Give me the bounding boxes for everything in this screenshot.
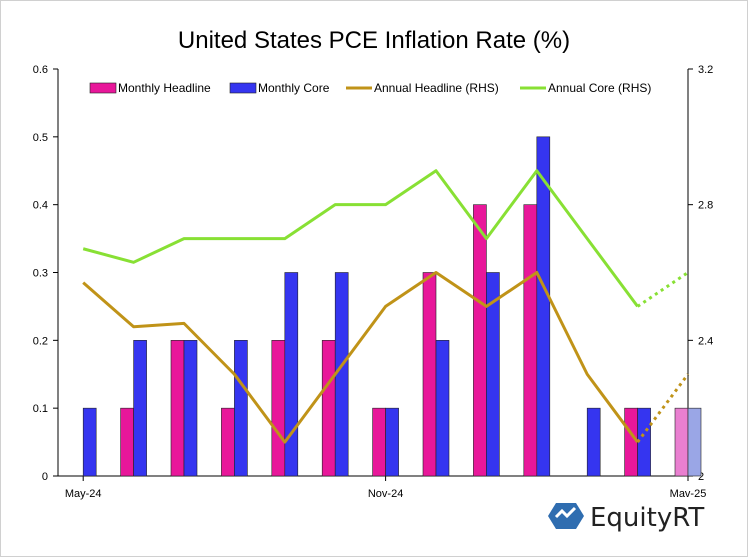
monthly-core-bar	[637, 407, 651, 477]
legend-label-annual-core-rhs: Annual Core (RHS)	[548, 81, 651, 95]
monthly-core-bar	[234, 340, 248, 477]
monthly-headline-bar	[422, 272, 437, 477]
monthly-core-bar	[687, 407, 702, 477]
chart-lines	[82, 169, 690, 444]
monthly-core-bar	[435, 340, 450, 477]
left-tick-label: 0.1	[33, 403, 48, 415]
monthly-core-bar	[82, 407, 97, 477]
annual-core-rhs-forecast-line	[636, 271, 689, 308]
legend-label-monthly-headline: Monthly Headline	[118, 81, 211, 95]
legend-label-monthly-core: Monthly Core	[258, 81, 330, 95]
monthly-core-bar	[284, 272, 299, 477]
legend-swatch-monthly-core	[229, 82, 257, 94]
monthly-headline-bar	[221, 407, 235, 477]
annual-core-rhs-line	[82, 169, 639, 308]
monthly-headline-bar	[120, 407, 134, 477]
monthly-core-bar	[536, 136, 551, 477]
right-tick-label: 2	[698, 471, 704, 483]
monthly-core-bar	[183, 340, 198, 477]
brand-name: EquityRT	[590, 503, 704, 533]
x-tick-label: Mav-25	[670, 488, 707, 500]
brand-logo: EquityRT	[548, 503, 704, 533]
monthly-core-bar	[133, 340, 147, 477]
monthly-headline-bar	[624, 407, 638, 477]
chart-title: United States PCE Inflation Rate (%)	[178, 27, 570, 54]
equityrt-logo-icon	[548, 503, 584, 529]
monthly-core-bar	[334, 272, 349, 477]
monthly-headline-bar	[473, 204, 487, 477]
left-tick-label: 0.6	[33, 64, 48, 76]
monthly-core-bar	[486, 272, 500, 477]
right-tick-label: 2.8	[698, 200, 713, 212]
chart-bars	[82, 136, 702, 477]
left-tick-label: 0.4	[33, 200, 48, 212]
monthly-core-bar	[586, 407, 601, 477]
monthly-headline-bar	[321, 340, 336, 477]
right-tick-label: 2.4	[698, 335, 713, 347]
legend-label-annual-headline-rhs: Annual Headline (RHS)	[374, 81, 499, 95]
annual-headline-rhs-line	[82, 271, 639, 444]
monthly-headline-bar	[674, 407, 689, 477]
legend-swatch-monthly-headline	[89, 82, 117, 94]
chart-legend: Monthly Headline Monthly Core Annual Headl…	[89, 81, 651, 95]
x-tick-label: Nov-24	[368, 488, 403, 500]
monthly-core-bar	[385, 407, 399, 477]
monthly-headline-bar	[523, 204, 538, 477]
monthly-headline-bar	[372, 407, 386, 477]
left-tick-label: 0.5	[33, 132, 48, 144]
left-tick-label: 0	[42, 471, 48, 483]
x-tick-label: May-24	[65, 488, 102, 500]
monthly-headline-bar	[271, 340, 286, 477]
left-tick-label: 0.3	[33, 268, 48, 280]
monthly-headline-bar	[170, 340, 185, 477]
chart-axes: 0 0.1 0.2 0.3 0.4 0.5 0.6 2 2.4 2.8 3.2 May-24 Nov-2…	[33, 64, 714, 500]
right-tick-label: 3.2	[698, 64, 713, 76]
left-tick-label: 0.2	[33, 335, 48, 347]
annual-headline-rhs-forecast-line	[636, 373, 690, 443]
